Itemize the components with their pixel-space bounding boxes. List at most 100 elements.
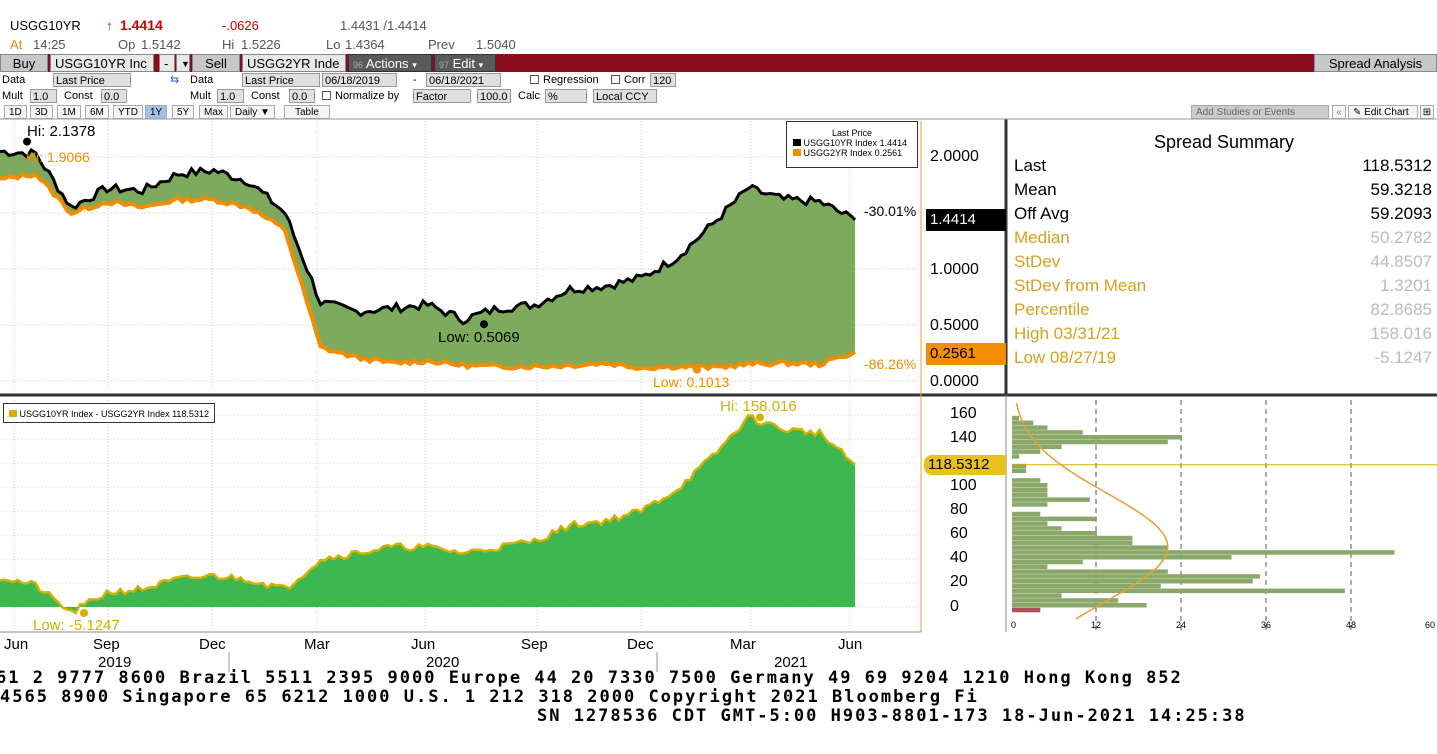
summary-row: High 03/31/21 158.016: [1014, 323, 1432, 345]
hist-tick: 60: [1425, 620, 1436, 630]
chart-frames: [0, 118, 1437, 672]
normalize-select[interactable]: Factor: [413, 89, 471, 103]
summary-row: Last 118.5312: [1014, 155, 1432, 177]
tab-1d[interactable]: 1D: [4, 105, 27, 119]
hist-bar: [1012, 483, 1048, 488]
y-tick-bottom: 80: [950, 501, 968, 518]
x-tick-month: Mar: [304, 636, 330, 653]
mult1-field[interactable]: 1.0: [30, 89, 57, 103]
summary-row: Percentile 82.8685: [1014, 299, 1432, 321]
security1-field[interactable]: USGG10YR Inc: [50, 54, 154, 72]
spread-histogram: [1012, 400, 1437, 630]
low-marker-10y: [480, 320, 488, 329]
calc-select[interactable]: %: [545, 89, 587, 103]
swap-icon[interactable]: ⇆: [170, 74, 180, 86]
y-tick-bottom: 20: [950, 573, 968, 590]
corr-window-field[interactable]: 120: [650, 73, 676, 87]
hist-tick: 24: [1176, 620, 1187, 630]
prev-value: 1.5040: [476, 37, 516, 52]
hist-bar: [1012, 531, 1097, 536]
frequency-select[interactable]: Daily ▼: [230, 105, 275, 119]
const1-field[interactable]: 0.0: [101, 89, 127, 103]
x-tick-year: 2019: [98, 654, 132, 671]
hist-bar: [1012, 430, 1083, 435]
bid-ask: 1.4431 /1.4414: [340, 18, 427, 33]
hist-bar: [1012, 583, 1161, 589]
start-date-field[interactable]: 06/18/2019: [322, 73, 397, 87]
summary-row: StDev from Mean 1.3201: [1014, 275, 1432, 297]
regression-checkbox[interactable]: [530, 75, 539, 84]
hist-bar: [1012, 550, 1395, 555]
summary-key: High 03/31/21: [1014, 324, 1120, 343]
legend-name-2y: USGG2YR Index: [803, 148, 873, 158]
net-change: -.0626: [222, 18, 259, 33]
x-tick-month: Jun: [411, 636, 436, 653]
calc-label: Calc: [518, 90, 541, 102]
data2-select[interactable]: Last Price: [242, 73, 320, 87]
settings-icon[interactable]: ⊞: [1420, 105, 1434, 119]
end-date-field[interactable]: 06/18/2021: [426, 73, 501, 87]
summary-value: 50.2782: [1370, 228, 1432, 247]
normalize-checkbox[interactable]: [322, 91, 331, 100]
hist-bar: [1012, 526, 1062, 531]
currency-select[interactable]: Local CCY: [593, 89, 657, 103]
hist-bar: [1012, 487, 1048, 493]
x-tick-year: 2021: [774, 654, 808, 671]
sell-button[interactable]: Sell: [192, 54, 240, 72]
hist-bar: [1012, 564, 1048, 570]
last-price: 1.4414: [120, 17, 163, 33]
operator-select[interactable]: -: [159, 54, 175, 72]
y-tick-top: 0.0000: [930, 373, 979, 390]
x-tick-month: Jun: [838, 636, 863, 653]
hist-bar: [1012, 603, 1147, 608]
edit-icon: ✎: [1353, 107, 1362, 118]
hist-bar: [1012, 574, 1260, 579]
normalize-value[interactable]: 100.0: [477, 89, 511, 103]
summary-row: Median 50.2782: [1014, 227, 1432, 249]
chevron-down-icon[interactable]: ▼: [176, 54, 190, 72]
normalize-label: Normalize by: [335, 90, 400, 102]
summary-value: 1.3201: [1380, 276, 1432, 295]
summary-value: 59.3218: [1370, 180, 1432, 199]
spread-low-label: Low: -5.1247: [33, 617, 120, 634]
yield-chart: [0, 137, 857, 374]
y-tick-bottom: 0: [950, 598, 959, 615]
legend-swatch-10y: [793, 139, 801, 146]
data1-select[interactable]: Last Price: [53, 73, 131, 87]
high-value: 1.5226: [241, 37, 281, 52]
spread-chart: [0, 413, 856, 617]
y-tick-bottom: 60: [950, 525, 968, 542]
y-tick-bottom: 40: [950, 549, 968, 566]
edit-menu[interactable]: 97 Edit ▾: [434, 54, 496, 72]
actions-number: 96: [353, 60, 364, 70]
spread-hi-marker: [756, 413, 764, 422]
hist-bar: [1012, 454, 1020, 459]
legend-val-10y: 1.4414: [879, 138, 908, 148]
spread-analysis-tab[interactable]: Spread Analysis: [1314, 54, 1437, 72]
x-tick-month: Dec: [627, 636, 654, 653]
buy-button[interactable]: Buy: [0, 54, 48, 72]
hist-bar: [1012, 535, 1133, 541]
hist-bar: [1012, 559, 1083, 565]
actions-menu[interactable]: 96 Actions ▾: [348, 54, 432, 72]
hist-bar: [1012, 598, 1119, 603]
mult2-field[interactable]: 1.0: [217, 89, 244, 103]
summary-key: StDev: [1014, 252, 1061, 271]
corr-checkbox[interactable]: [611, 75, 620, 84]
spread-fill-area: [0, 150, 855, 370]
summary-value: -5.1247: [1374, 348, 1432, 367]
x-tick-month: Sep: [93, 636, 120, 653]
hist-bar: [1012, 478, 1041, 483]
hist-bar: [1012, 579, 1253, 584]
x-tick-month: Sep: [521, 636, 548, 653]
spread-hi-label: Hi: 158.016: [720, 398, 797, 415]
const2-field[interactable]: 0.0: [289, 89, 315, 103]
price-tag-10y: 1.4414: [926, 209, 1006, 231]
low-label-2y: Low: 0.1013: [653, 374, 730, 390]
summary-value: 82.8685: [1370, 300, 1432, 319]
y-tick-bottom: 160: [950, 405, 977, 422]
security2-field[interactable]: USGG2YR Inde: [242, 54, 346, 72]
up-arrow-icon: ↑: [106, 18, 113, 33]
spread-legend-label: USGG10YR Index - USGG2YR Index 118.5312: [19, 409, 209, 419]
